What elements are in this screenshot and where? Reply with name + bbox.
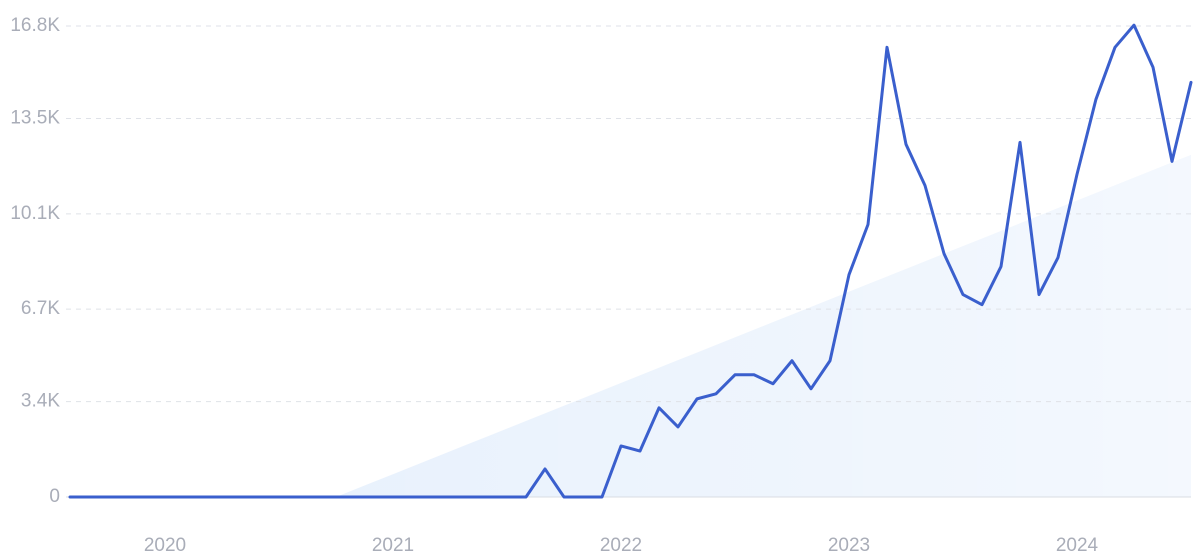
trend-area-fade <box>336 154 1191 497</box>
y-tick-label: 16.8K <box>10 15 60 36</box>
y-tick-label: 10.1K <box>10 203 60 224</box>
y-tick-label: 0 <box>49 486 60 507</box>
x-tick-label: 2022 <box>600 535 642 556</box>
trend-line <box>68 23 1193 499</box>
x-tick-label: 2023 <box>828 535 870 556</box>
x-tick-label: 2024 <box>1056 535 1099 556</box>
x-tick-label: 2021 <box>372 535 414 556</box>
y-tick-label: 6.7K <box>21 298 60 319</box>
y-tick-label: 3.4K <box>21 391 60 412</box>
x-tick-label: 2020 <box>144 535 186 556</box>
y-tick-label: 13.5K <box>10 108 60 129</box>
